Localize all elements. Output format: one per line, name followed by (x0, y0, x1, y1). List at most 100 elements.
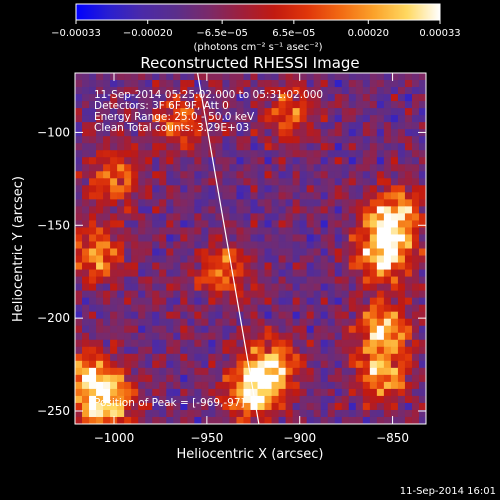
heatmap-cell (341, 290, 350, 299)
heatmap-cell (166, 360, 174, 369)
heatmap-cell (208, 381, 216, 390)
heatmap-cell (138, 94, 146, 102)
heatmap-cell (257, 185, 266, 193)
heatmap-cell (362, 269, 371, 278)
heatmap-cell (166, 304, 174, 313)
heatmap-cell (110, 283, 118, 292)
heatmap-cell (124, 213, 132, 221)
heatmap-cell (327, 73, 336, 81)
heatmap-cell (208, 325, 216, 334)
heatmap-cell (96, 94, 104, 102)
heatmap-cell (292, 297, 301, 306)
heatmap-cell (75, 283, 83, 292)
heatmap-cell (292, 276, 301, 285)
heatmap-cell (236, 262, 244, 271)
heatmap-cell (418, 409, 426, 418)
heatmap-cell (313, 346, 322, 355)
heatmap-cell (117, 262, 125, 271)
heatmap-cell (124, 255, 132, 264)
heatmap-cell (341, 157, 350, 165)
heatmap-cell (271, 325, 280, 334)
heatmap-cell (194, 213, 202, 221)
heatmap-cell (152, 178, 160, 186)
heatmap-cell (138, 185, 146, 193)
heatmap-cell (292, 150, 301, 158)
heatmap-cell (138, 262, 146, 271)
heatmap-cell (201, 101, 209, 109)
annotation-block: 11-Sep-2014 05:25:02.000 to 05:31:02.000… (94, 89, 323, 134)
heatmap-cell (89, 178, 97, 186)
heatmap-cell (341, 262, 350, 271)
heatmap-cell (411, 304, 420, 313)
heatmap-cell (313, 276, 322, 285)
heatmap-cell (334, 325, 343, 334)
heatmap-cell (180, 311, 188, 320)
heatmap-cell (82, 416, 90, 424)
heatmap-cell (173, 157, 181, 165)
heatmap-cell (82, 367, 90, 376)
heatmap-cell (166, 227, 174, 235)
heatmap-cell (376, 115, 385, 123)
heatmap-cell (82, 297, 90, 306)
heatmap-cell (250, 269, 259, 278)
heatmap-cell (89, 234, 97, 242)
heatmap-cell (369, 213, 378, 221)
heatmap-cell (159, 192, 167, 200)
heatmap-cell (264, 416, 273, 424)
heatmap-cell (103, 290, 111, 299)
heatmap-cell (313, 360, 322, 369)
heatmap-cell (327, 178, 336, 186)
heatmap-cell (313, 171, 322, 179)
heatmap-cell (278, 199, 287, 207)
heatmap-cell (117, 416, 125, 424)
heatmap-cell (250, 80, 259, 88)
heatmap-cell (145, 192, 153, 200)
heatmap-cell (257, 381, 266, 390)
heatmap-cell (180, 213, 188, 221)
heatmap-cell (159, 178, 167, 186)
heatmap-cell (201, 276, 209, 285)
x-axis-label: Heliocentric X (arcsec) (177, 447, 324, 462)
heatmap-cell (397, 269, 406, 278)
heatmap-cell (306, 374, 315, 383)
heatmap-cell (159, 164, 167, 172)
heatmap-cell (110, 87, 118, 95)
heatmap-cell (159, 409, 167, 418)
heatmap-cell (404, 255, 413, 264)
heatmap-cell (166, 108, 174, 116)
heatmap-cell (82, 409, 90, 418)
heatmap-cell (75, 402, 83, 411)
heatmap-cell (89, 353, 97, 362)
heatmap-cell (257, 234, 266, 242)
heatmap-cell (103, 108, 111, 116)
heatmap-cell (243, 332, 251, 341)
heatmap-cell (341, 388, 350, 397)
heatmap-cell (306, 276, 315, 285)
heatmap-cell (376, 381, 385, 390)
heatmap-cell (138, 283, 146, 292)
heatmap-cell (376, 73, 385, 81)
heatmap-cell (418, 360, 426, 369)
heatmap-cell (264, 143, 273, 151)
heatmap-cell (173, 262, 181, 271)
heatmap-cell (313, 185, 322, 193)
x-tick-label: −900 (283, 431, 316, 445)
heatmap-cell (166, 297, 174, 306)
heatmap-cell (222, 129, 230, 137)
heatmap-cell (166, 94, 174, 102)
heatmap-cell (341, 185, 350, 193)
heatmap-cell (187, 332, 195, 341)
heatmap-cell (257, 199, 266, 207)
heatmap-cell (390, 311, 399, 320)
heatmap-cell (243, 143, 251, 151)
heatmap-cell (334, 395, 343, 404)
heatmap-cell (180, 227, 188, 235)
heatmap-cell (397, 171, 406, 179)
heatmap-cell (173, 227, 181, 235)
heatmap-cell (131, 332, 139, 341)
heatmap-cell (404, 339, 413, 348)
heatmap-cell (124, 360, 132, 369)
heatmap-cell (278, 346, 287, 355)
heatmap-cell (264, 360, 273, 369)
heatmap-cell (292, 290, 301, 299)
